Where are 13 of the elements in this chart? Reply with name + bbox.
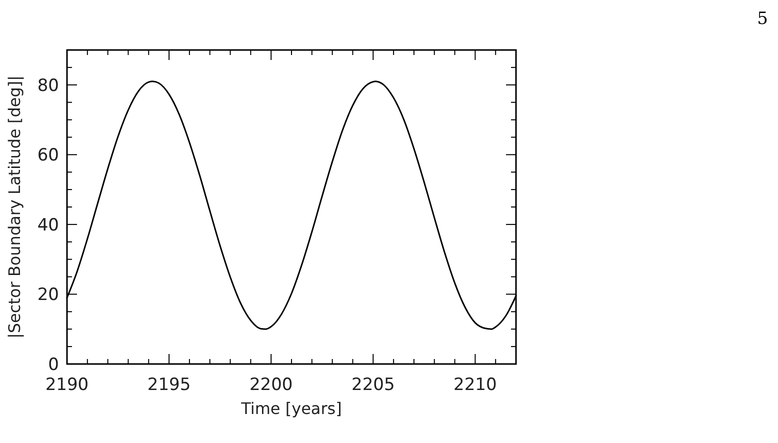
y-tick-label: 80 bbox=[37, 76, 59, 96]
x-tick-label: 2200 bbox=[249, 375, 293, 395]
x-axis-title: Time [years] bbox=[240, 399, 342, 418]
x-tick-label: 2205 bbox=[352, 375, 395, 395]
y-axis-title: |Sector Boundary Latitude [deg]| bbox=[5, 75, 24, 339]
x-tick-label: 2190 bbox=[45, 375, 89, 395]
y-tick-label: 20 bbox=[37, 285, 59, 306]
y-tick-label: 60 bbox=[37, 146, 59, 166]
text: 5 bbox=[757, 9, 768, 29]
y-tick-label: 40 bbox=[37, 215, 59, 236]
y-tick-label: 0 bbox=[48, 355, 59, 375]
x-tick-label: 2210 bbox=[454, 375, 497, 395]
x-tick-label: 2195 bbox=[147, 375, 191, 395]
